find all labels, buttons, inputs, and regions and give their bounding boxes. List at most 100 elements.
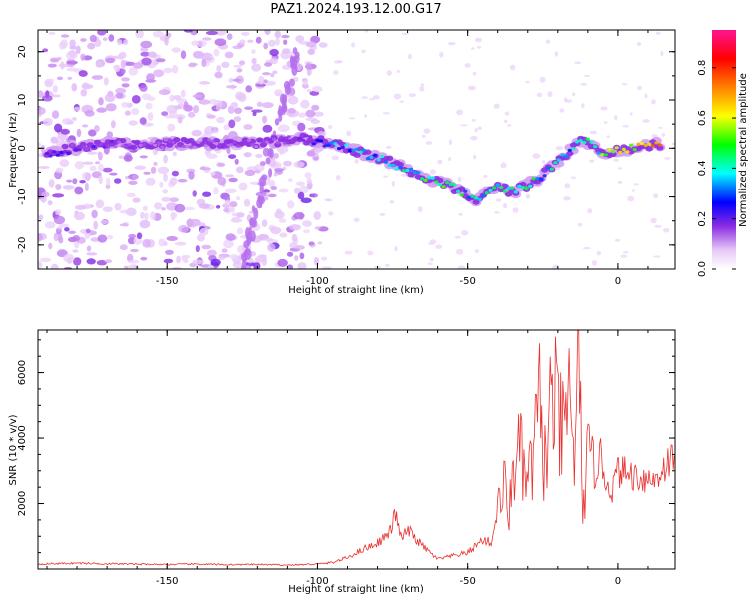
ridge-blob <box>365 157 370 161</box>
noise-blob <box>149 211 156 220</box>
noise-blob <box>600 106 608 111</box>
ridge-blob <box>391 163 396 168</box>
streak-blob <box>294 51 300 59</box>
noise-blob <box>500 162 507 169</box>
noise-blob <box>140 51 150 57</box>
ridge-blob <box>445 181 450 185</box>
noise-blob <box>48 179 55 188</box>
noise-blob <box>287 95 299 105</box>
noise-blob <box>617 167 623 170</box>
streak-blob <box>287 81 290 90</box>
noise-blob <box>552 264 559 269</box>
figure-title: PAZ1.2024.193.12.00.G17 <box>270 2 442 17</box>
noise-blob <box>310 193 318 198</box>
ridge-blob <box>481 193 486 197</box>
spectrogram-x-tick-label: -150 <box>156 276 179 287</box>
ridge-blob <box>77 148 82 152</box>
noise-blob <box>288 178 293 183</box>
ridge-blob <box>241 137 249 143</box>
noise-blob <box>187 111 196 118</box>
noise-blob <box>114 64 121 73</box>
noise-blob <box>66 179 73 183</box>
noise-blob <box>72 235 80 242</box>
ridge-blob <box>578 139 583 143</box>
noise-blob <box>241 31 250 36</box>
noise-blob <box>228 119 236 129</box>
ridge-blob <box>380 154 385 159</box>
noise-blob <box>123 39 129 46</box>
streak-blob <box>265 157 271 165</box>
noise-blob <box>461 230 469 236</box>
noise-blob <box>60 34 70 38</box>
noise-blob <box>71 83 78 92</box>
noise-blob <box>232 78 242 82</box>
ridge-blob <box>614 146 619 150</box>
streak-blob <box>245 227 250 239</box>
ridge-blob <box>315 138 320 142</box>
noise-blob <box>177 116 183 124</box>
noise-blob <box>86 258 96 265</box>
noise-blob <box>541 160 546 164</box>
noise-blob <box>121 83 130 88</box>
noise-blob <box>68 49 77 58</box>
noise-blob <box>141 93 152 100</box>
noise-blob <box>86 151 98 155</box>
ridge-blob <box>142 142 147 147</box>
noise-blob <box>42 118 53 126</box>
noise-blob <box>119 244 128 251</box>
noise-blob <box>145 102 153 110</box>
noise-blob <box>165 249 174 255</box>
noise-blob <box>225 85 238 89</box>
ridge-blob <box>362 148 367 152</box>
noise-blob <box>274 30 281 39</box>
noise-blob <box>91 75 104 80</box>
noise-blob <box>304 172 312 179</box>
noise-blob <box>110 120 116 129</box>
noise-blob <box>79 180 86 184</box>
noise-blob <box>181 255 191 259</box>
noise-blob <box>631 189 636 192</box>
noise-blob <box>127 237 136 245</box>
noise-blob <box>52 94 61 98</box>
noise-blob <box>617 180 623 184</box>
noise-blob <box>62 118 73 125</box>
noise-blob <box>654 224 662 228</box>
ridge-blob <box>645 146 653 152</box>
noise-blob <box>105 184 111 190</box>
ridge-blob <box>499 186 504 190</box>
noise-blob <box>177 178 188 183</box>
ridge-blob <box>582 140 587 145</box>
noise-blob <box>130 248 139 253</box>
noise-blob <box>525 80 530 84</box>
noise-blob <box>274 210 285 219</box>
noise-blob <box>38 261 43 269</box>
ridge-blob <box>405 168 410 173</box>
ridge-blob <box>427 176 432 180</box>
ridge-blob <box>214 142 219 146</box>
spectrogram-y-tick-label: -10 <box>17 188 28 204</box>
ridge-blob <box>556 158 562 162</box>
ridge-blob <box>430 176 435 180</box>
noise-blob <box>302 220 312 227</box>
noise-blob <box>153 161 158 166</box>
noise-blob <box>118 155 125 159</box>
ridge-blob <box>656 145 664 151</box>
noise-blob <box>55 167 64 174</box>
ridge-blob <box>629 143 634 147</box>
ridge-blob <box>171 140 176 144</box>
ridge-blob <box>117 140 122 144</box>
noise-blob <box>166 236 178 241</box>
ridge-blob <box>189 145 194 149</box>
streak-blob <box>274 118 280 126</box>
noise-blob <box>117 52 125 60</box>
noise-blob <box>228 130 238 140</box>
noise-blob <box>215 103 221 111</box>
ridge-blob <box>261 140 266 144</box>
noise-blob <box>119 209 132 214</box>
noise-blob <box>197 233 205 242</box>
noise-blob <box>563 196 571 201</box>
noise-blob <box>642 119 650 123</box>
noise-blob <box>102 206 113 213</box>
ridge-blob <box>495 183 500 187</box>
